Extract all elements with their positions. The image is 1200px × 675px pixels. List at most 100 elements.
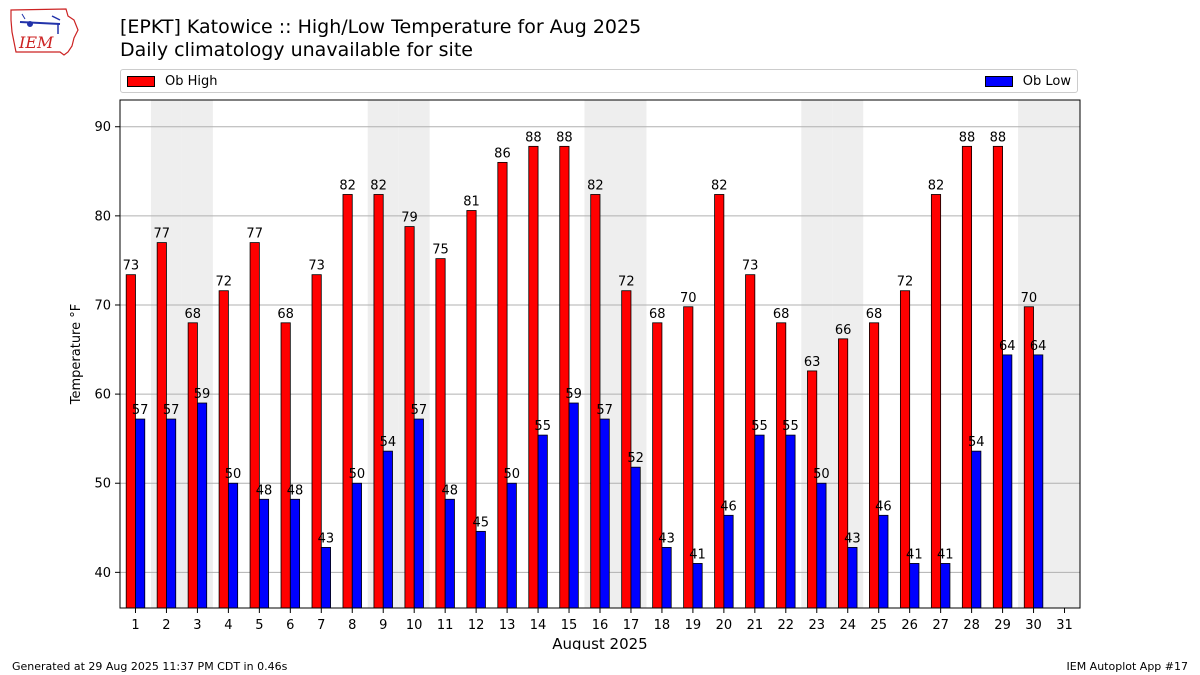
bar-high-day-12 bbox=[466, 210, 477, 609]
logo-text: IEM bbox=[18, 33, 54, 52]
value-label-low-day-22: 55 bbox=[782, 419, 799, 434]
value-label-high-day-6: 68 bbox=[277, 307, 294, 322]
bar-low-day-8 bbox=[351, 482, 362, 609]
value-label-high-day-13: 86 bbox=[494, 146, 511, 161]
bar-low-day-29 bbox=[1002, 354, 1013, 609]
value-label-low-day-9: 54 bbox=[380, 435, 397, 450]
value-label-high-day-25: 68 bbox=[866, 307, 883, 322]
chart-title: [EPKT] Katowice :: High/Low Temperature … bbox=[120, 16, 642, 38]
bar-high-day-4 bbox=[218, 290, 229, 609]
legend-swatch-high bbox=[127, 76, 155, 87]
value-label-high-day-7: 73 bbox=[308, 259, 325, 274]
value-label-high-day-28: 88 bbox=[959, 130, 976, 145]
value-label-low-day-5: 48 bbox=[256, 483, 273, 498]
bar-low-day-30 bbox=[1033, 354, 1044, 609]
x-tick-label-15: 15 bbox=[561, 618, 578, 633]
weekend-band-31 bbox=[1049, 100, 1080, 608]
x-tick-label-14: 14 bbox=[530, 618, 547, 633]
legend-item-high: Ob High bbox=[127, 74, 218, 90]
value-label-low-day-2: 57 bbox=[163, 403, 180, 418]
bar-low-day-5 bbox=[258, 498, 270, 609]
y-tick-label-50: 50 bbox=[94, 477, 111, 492]
legend-label-high: Ob High bbox=[165, 74, 218, 89]
x-tick-label-5: 5 bbox=[255, 618, 263, 633]
bar-high-day-13 bbox=[497, 161, 508, 609]
bar-high-day-3 bbox=[187, 322, 198, 609]
value-label-low-day-8: 50 bbox=[349, 467, 366, 482]
x-tick-label-19: 19 bbox=[685, 618, 702, 633]
app-label: IEM Autoplot App #17 bbox=[1066, 660, 1189, 673]
x-tick-label-23: 23 bbox=[809, 618, 826, 633]
value-label-high-day-17: 72 bbox=[618, 275, 635, 290]
bar-high-day-2 bbox=[156, 242, 167, 609]
value-label-high-day-3: 68 bbox=[185, 307, 202, 322]
value-label-high-day-24: 66 bbox=[835, 323, 852, 338]
bar-low-day-13 bbox=[506, 482, 517, 609]
value-label-low-day-19: 41 bbox=[689, 547, 706, 562]
x-tick-label-28: 28 bbox=[963, 618, 980, 633]
value-label-high-day-16: 82 bbox=[587, 178, 604, 193]
value-label-low-day-26: 41 bbox=[906, 547, 923, 562]
value-label-high-day-4: 72 bbox=[215, 275, 232, 290]
value-label-high-day-19: 70 bbox=[680, 291, 697, 306]
chart-subtitle: Daily climatology unavailable for site bbox=[120, 39, 473, 61]
value-label-high-day-5: 77 bbox=[246, 227, 263, 242]
value-label-high-day-22: 68 bbox=[773, 307, 790, 322]
bar-high-day-18 bbox=[652, 322, 663, 609]
bar-low-day-22 bbox=[785, 434, 796, 609]
value-label-low-day-14: 55 bbox=[534, 419, 551, 434]
y-tick-label-60: 60 bbox=[94, 388, 111, 403]
x-tick-label-20: 20 bbox=[716, 618, 733, 633]
bar-low-day-23 bbox=[816, 482, 827, 609]
x-tick-label-1: 1 bbox=[131, 618, 139, 633]
bar-low-day-20 bbox=[723, 514, 734, 609]
x-tick-label-21: 21 bbox=[747, 618, 764, 633]
bar-low-day-26 bbox=[909, 563, 920, 609]
value-label-low-day-24: 43 bbox=[844, 531, 861, 546]
value-label-high-day-18: 68 bbox=[649, 307, 666, 322]
x-tick-label-4: 4 bbox=[224, 618, 232, 633]
bar-high-day-1 bbox=[125, 274, 136, 609]
x-tick-label-31: 31 bbox=[1056, 618, 1073, 633]
bar-high-day-29 bbox=[992, 145, 1003, 609]
x-tick-label-30: 30 bbox=[1025, 618, 1042, 633]
bar-low-day-21 bbox=[754, 434, 765, 609]
x-tick-label-2: 2 bbox=[162, 618, 170, 633]
x-tick-label-3: 3 bbox=[193, 618, 201, 633]
value-label-high-day-30: 70 bbox=[1021, 291, 1038, 306]
bar-low-day-24 bbox=[847, 546, 858, 609]
x-tick-label-9: 9 bbox=[379, 618, 387, 633]
x-tick-label-25: 25 bbox=[870, 618, 887, 633]
bar-high-day-6 bbox=[280, 322, 291, 609]
value-label-high-day-27: 82 bbox=[928, 178, 945, 193]
value-label-low-day-13: 50 bbox=[503, 467, 520, 482]
bar-high-day-16 bbox=[590, 194, 601, 609]
iowa-outline bbox=[10, 8, 79, 56]
bar-low-day-16 bbox=[599, 418, 610, 609]
x-tick-label-16: 16 bbox=[592, 618, 609, 633]
bar-low-day-3 bbox=[197, 402, 208, 609]
bar-high-day-21 bbox=[745, 274, 756, 609]
value-label-low-day-29: 64 bbox=[999, 339, 1016, 354]
value-label-low-day-25: 46 bbox=[875, 499, 892, 514]
value-label-high-day-2: 77 bbox=[154, 227, 171, 242]
bar-high-day-28 bbox=[961, 145, 973, 609]
y-axis: 40 50 60 70 80 90 bbox=[94, 120, 120, 581]
x-axis-label: August 2025 bbox=[552, 635, 647, 650]
y-tick-label-80: 80 bbox=[94, 209, 111, 224]
value-label-high-day-20: 82 bbox=[711, 178, 728, 193]
value-label-low-day-11: 48 bbox=[442, 483, 459, 498]
bar-high-day-17 bbox=[621, 290, 632, 609]
value-label-low-day-28: 54 bbox=[968, 435, 985, 450]
x-tick-label-8: 8 bbox=[348, 618, 356, 633]
bar-low-day-1 bbox=[135, 418, 146, 609]
value-label-low-day-1: 57 bbox=[132, 403, 149, 418]
y-tick-label-40: 40 bbox=[94, 566, 111, 581]
value-label-low-day-18: 43 bbox=[658, 531, 675, 546]
value-label-high-day-11: 75 bbox=[432, 243, 449, 258]
generated-timestamp: Generated at 29 Aug 2025 11:37 PM CDT in… bbox=[12, 660, 288, 673]
value-label-low-day-27: 41 bbox=[937, 547, 954, 562]
value-label-low-day-17: 52 bbox=[627, 451, 644, 466]
bar-high-day-7 bbox=[311, 274, 322, 609]
x-tick-label-11: 11 bbox=[437, 618, 454, 633]
